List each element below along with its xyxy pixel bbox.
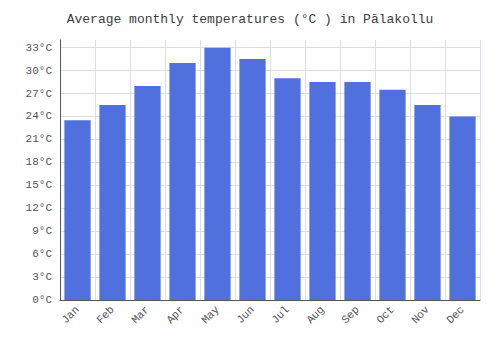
svg-text:Dec: Dec (444, 304, 466, 326)
svg-text:Nov: Nov (409, 303, 432, 326)
svg-text:3°C: 3°C (32, 271, 52, 283)
svg-text:9°C: 9°C (32, 225, 52, 237)
svg-text:Aug: Aug (304, 304, 326, 326)
svg-text:18°C: 18°C (26, 156, 53, 168)
svg-text:6°C: 6°C (32, 248, 52, 260)
svg-text:Oct: Oct (374, 304, 396, 326)
svg-text:24°C: 24°C (26, 110, 53, 122)
svg-text:15°C: 15°C (26, 179, 53, 191)
svg-text:21°C: 21°C (26, 133, 53, 145)
svg-text:Feb: Feb (94, 304, 116, 326)
svg-text:May: May (199, 303, 222, 326)
svg-text:Jan: Jan (59, 304, 81, 326)
svg-text:12°C: 12°C (26, 202, 53, 214)
svg-text:Average monthly temperatures (: Average monthly temperatures (°C ) in Pā… (67, 12, 434, 27)
svg-text:Mar: Mar (129, 304, 151, 326)
svg-text:Apr: Apr (164, 304, 186, 326)
svg-text:30°C: 30°C (26, 65, 53, 77)
svg-text:33°C: 33°C (26, 42, 53, 54)
svg-text:27°C: 27°C (26, 88, 53, 100)
svg-text:Jul: Jul (269, 304, 291, 326)
svg-text:Jun: Jun (234, 304, 256, 326)
svg-text:Sep: Sep (339, 304, 361, 326)
svg-text:0°C: 0°C (32, 294, 52, 306)
